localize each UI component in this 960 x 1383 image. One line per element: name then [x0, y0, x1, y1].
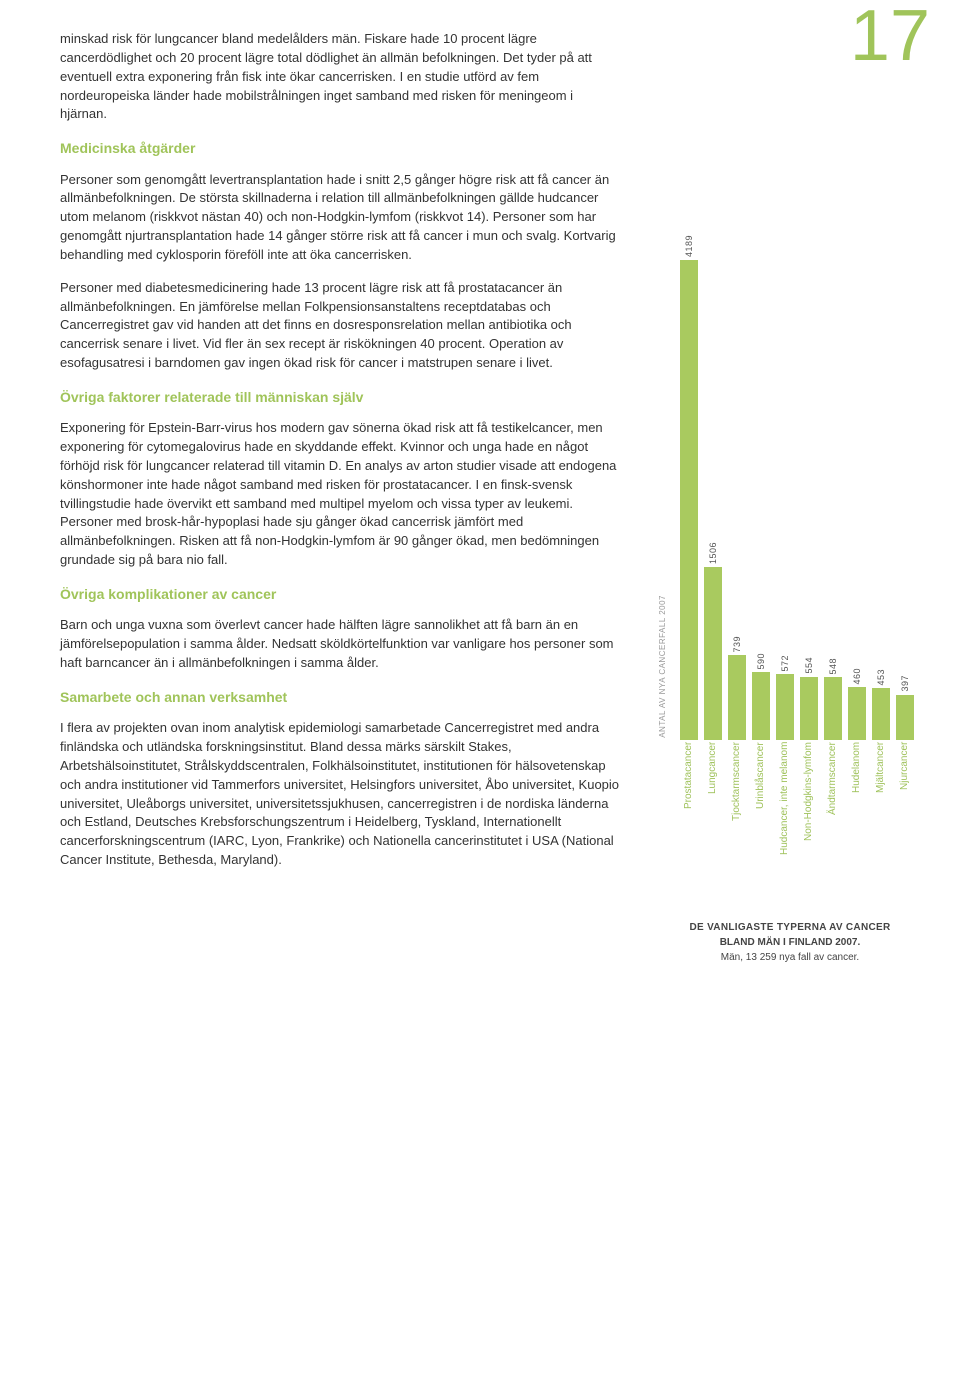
- heading-medicinska: Medicinska åtgärder: [60, 138, 620, 158]
- bar-label: Hudcancer, inte melanom: [774, 742, 795, 877]
- page-number: 17: [850, 0, 930, 72]
- bar-label: Hudelanom: [846, 742, 867, 877]
- bar: [824, 677, 842, 740]
- bar: [752, 672, 770, 740]
- page: 17 minskad risk för lungcancer bland med…: [0, 0, 960, 924]
- komp-paragraph: Barn och unga vuxna som överlevt cancer …: [60, 616, 620, 673]
- bar-wrap: 572: [774, 655, 795, 740]
- caption-line-1: DE VANLIGASTE TYPERNA AV CANCER: [660, 920, 920, 935]
- bar-value: 572: [780, 655, 790, 672]
- sam-paragraph: I flera av projekten ovan inom analytisk…: [60, 719, 620, 870]
- bar-label: Ändtarmscancer: [822, 742, 843, 877]
- bar-label: Prostatacancer: [678, 742, 699, 877]
- bar-value: 590: [756, 653, 766, 670]
- bar-wrap: 554: [798, 657, 819, 740]
- bar-label: Tjocktarmscancer: [726, 742, 747, 877]
- bar-label: Non-Hodgkins-lymfom: [798, 742, 819, 877]
- chart-caption: DE VANLIGASTE TYPERNA AV CANCER BLAND MÄ…: [660, 920, 920, 965]
- bar-wrap: 548: [822, 658, 843, 740]
- bar-wrap: 4189: [678, 235, 699, 740]
- med-paragraph-2: Personer med diabetesmedicinering hade 1…: [60, 279, 620, 373]
- bar-value: 554: [804, 657, 814, 674]
- bar-wrap: 460: [846, 668, 867, 740]
- cancer-bar-chart: ANTAL AV NYA CANCERFALL 2007 41891506739…: [660, 240, 920, 880]
- bar-value: 548: [828, 658, 838, 675]
- bar: [896, 695, 914, 740]
- caption-line-2: BLAND MÄN I FINLAND 2007.: [660, 935, 920, 950]
- bar: [680, 260, 698, 740]
- bar-label: Njurcancer: [894, 742, 915, 877]
- bar-label: Mjältcancer: [870, 742, 891, 877]
- bar-label: Urinblåscancer: [750, 742, 771, 877]
- bar: [872, 688, 890, 740]
- bar-label: Lungcancer: [702, 742, 723, 877]
- bar: [704, 567, 722, 740]
- bars-container: 41891506739590572554548460453397: [678, 240, 915, 740]
- bar-wrap: 590: [750, 653, 771, 740]
- caption-line-3: Män, 13 259 nya fall av cancer.: [660, 950, 920, 965]
- bar-wrap: 739: [726, 636, 747, 740]
- bar-value: 397: [900, 675, 910, 692]
- bar-value: 1506: [708, 542, 718, 564]
- bar: [800, 677, 818, 740]
- heading-samarbete: Samarbete och annan verksamhet: [60, 687, 620, 707]
- bar: [848, 687, 866, 740]
- main-text-column: minskad risk för lungcancer bland medelå…: [60, 30, 620, 870]
- bar-value: 453: [876, 669, 886, 686]
- bar-wrap: 453: [870, 669, 891, 740]
- ovriga-paragraph: Exponering för Epstein-Barr-virus hos mo…: [60, 419, 620, 570]
- y-axis-label: ANTAL AV NYA CANCERFALL 2007: [658, 595, 667, 738]
- bar-wrap: 397: [894, 675, 915, 740]
- sidebar-chart-column: ANTAL AV NYA CANCERFALL 2007 41891506739…: [660, 240, 920, 965]
- intro-paragraph: minskad risk för lungcancer bland medelå…: [60, 30, 620, 124]
- bar: [776, 674, 794, 740]
- bar: [728, 655, 746, 740]
- bar-value: 460: [852, 668, 862, 685]
- bar-wrap: 1506: [702, 542, 723, 740]
- heading-komplikationer: Övriga komplikationer av cancer: [60, 584, 620, 604]
- bar-value: 739: [732, 636, 742, 653]
- heading-ovriga-faktorer: Övriga faktorer relaterade till människa…: [60, 387, 620, 407]
- med-paragraph-1: Personer som genomgått levertransplantat…: [60, 171, 620, 265]
- bar-value: 4189: [684, 235, 694, 257]
